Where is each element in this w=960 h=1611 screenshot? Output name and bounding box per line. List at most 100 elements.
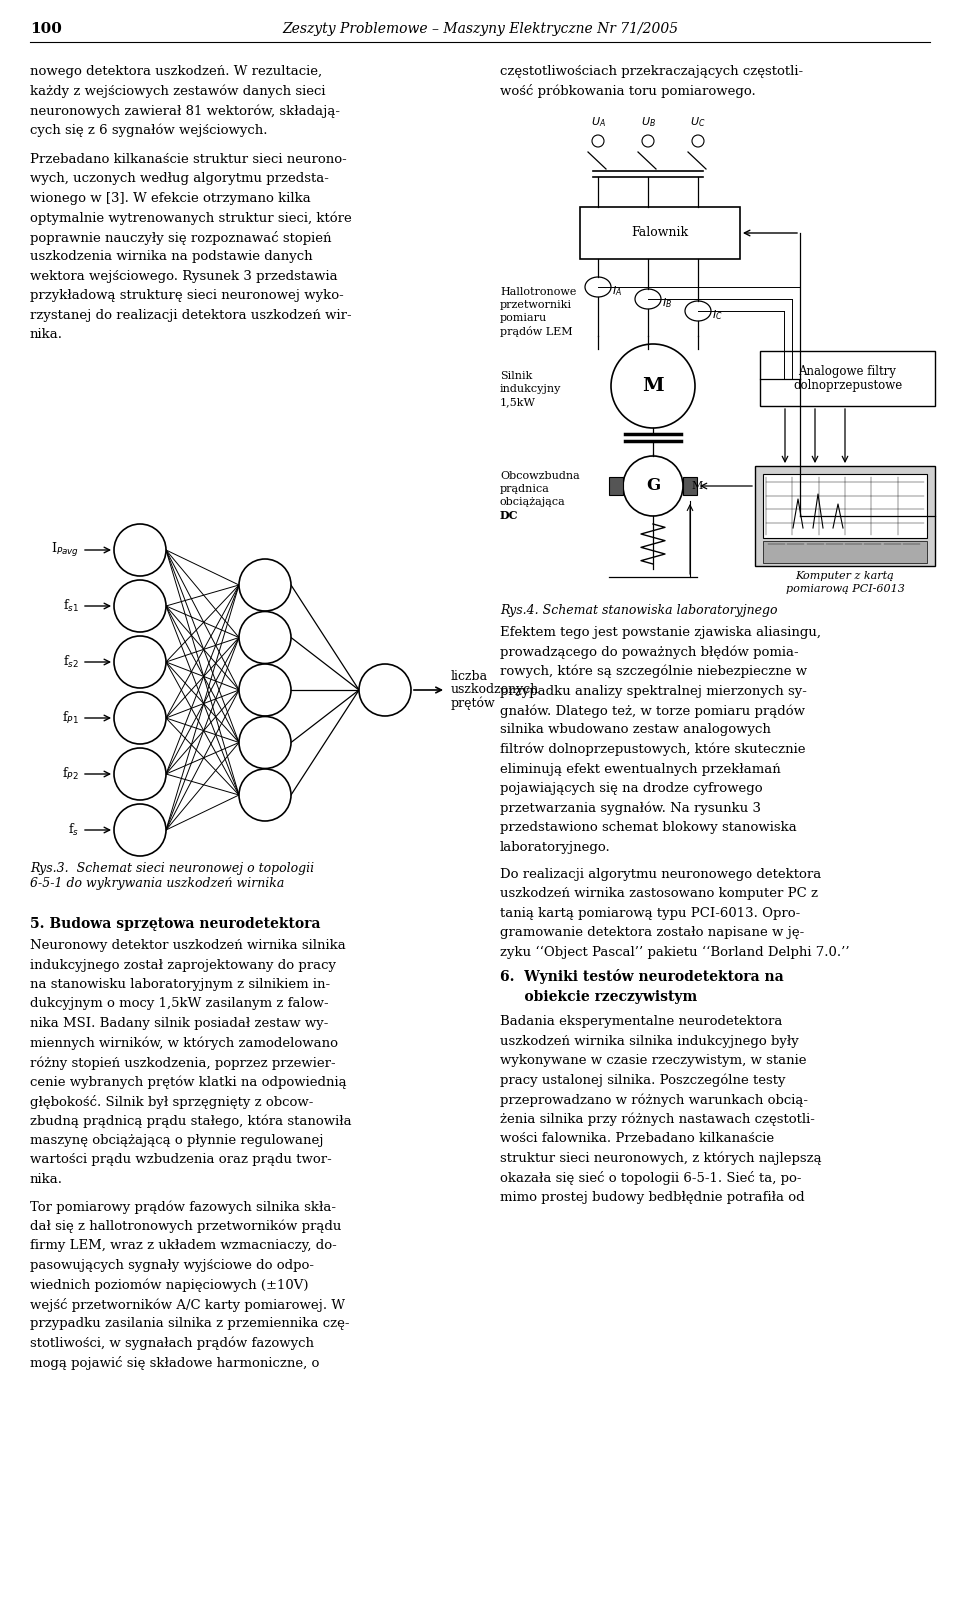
Text: neuronowych zawierał 81 wektorów, składają-: neuronowych zawierał 81 wektorów, składa… xyxy=(30,105,340,118)
Text: głębokość. Silnik był sprzęgnięty z obcow-: głębokość. Silnik był sprzęgnięty z obco… xyxy=(30,1095,313,1108)
Bar xyxy=(763,474,927,538)
Text: Hallotronowe: Hallotronowe xyxy=(500,287,576,296)
Text: mogą pojawić się składowe harmoniczne, o: mogą pojawić się składowe harmoniczne, o xyxy=(30,1356,320,1371)
Text: Badania eksperymentalne neurodetektora: Badania eksperymentalne neurodetektora xyxy=(500,1015,782,1028)
Text: wych, uczonych według algorytmu przedsta-: wych, uczonych według algorytmu przedsta… xyxy=(30,172,329,185)
Text: Efektem tego jest powstanie zjawiska aliasingu,: Efektem tego jest powstanie zjawiska ali… xyxy=(500,627,821,640)
Text: pomiarową PCI-6013: pomiarową PCI-6013 xyxy=(785,585,904,594)
Text: M: M xyxy=(691,482,703,491)
Text: stotliwości, w sygnałach prądów fazowych: stotliwości, w sygnałach prądów fazowych xyxy=(30,1337,314,1350)
Text: M: M xyxy=(642,377,663,395)
Circle shape xyxy=(239,664,291,715)
Text: uszkodzeń wirnika zastosowano komputer PC z: uszkodzeń wirnika zastosowano komputer P… xyxy=(500,888,818,901)
Text: obciążająca: obciążająca xyxy=(500,498,565,507)
Text: przetworniki: przetworniki xyxy=(500,300,572,309)
Text: nika MSI. Badany silnik posiadał zestaw wy-: nika MSI. Badany silnik posiadał zestaw … xyxy=(30,1017,328,1029)
Text: poprawnie nauczyły się rozpoznawać stopień: poprawnie nauczyły się rozpoznawać stopi… xyxy=(30,230,331,245)
Text: $U_B$: $U_B$ xyxy=(640,116,656,129)
Text: Obcowzbudna: Obcowzbudna xyxy=(500,470,580,482)
Text: DC: DC xyxy=(500,511,518,520)
Text: przykładową strukturę sieci neuronowej wyko-: przykładową strukturę sieci neuronowej w… xyxy=(30,290,344,303)
Text: prądnica: prądnica xyxy=(500,483,550,495)
Text: maszynę obciążającą o płynnie regulowanej: maszynę obciążającą o płynnie regulowane… xyxy=(30,1134,324,1147)
Text: okazała się sieć o topologii 6-5-1. Sieć ta, po-: okazała się sieć o topologii 6-5-1. Sieć… xyxy=(500,1171,802,1186)
Text: wartości prądu wzbudzenia oraz prądu twor-: wartości prądu wzbudzenia oraz prądu two… xyxy=(30,1153,332,1166)
Circle shape xyxy=(114,580,166,632)
Text: 100: 100 xyxy=(30,23,61,35)
Text: $U_A$: $U_A$ xyxy=(590,116,606,129)
Ellipse shape xyxy=(685,301,711,321)
Text: nika.: nika. xyxy=(30,329,63,342)
Text: różny stopień uszkodzenia, poprzez przewier-: różny stopień uszkodzenia, poprzez przew… xyxy=(30,1055,336,1070)
Text: $I_A$: $I_A$ xyxy=(612,284,622,298)
Text: Przebadano kilkanaście struktur sieci neurono-: Przebadano kilkanaście struktur sieci ne… xyxy=(30,153,347,166)
Ellipse shape xyxy=(585,277,611,296)
Text: 1,5kW: 1,5kW xyxy=(500,396,536,408)
Text: Rys.4. Schemat stanowiska laboratoryjnego: Rys.4. Schemat stanowiska laboratoryjneg… xyxy=(500,604,778,617)
Text: I$_{Pavg}$: I$_{Pavg}$ xyxy=(51,541,79,559)
Text: laboratoryjnego.: laboratoryjnego. xyxy=(500,841,611,854)
Text: gnałów. Dlatego też, w torze pomiaru prądów: gnałów. Dlatego też, w torze pomiaru prą… xyxy=(500,704,805,717)
Circle shape xyxy=(114,524,166,577)
Text: Komputer z kartą: Komputer z kartą xyxy=(796,570,895,582)
Circle shape xyxy=(114,804,166,855)
Ellipse shape xyxy=(635,288,661,309)
Text: $I_C$: $I_C$ xyxy=(712,308,723,322)
Text: eliminują efekt ewentualnych przekłamań: eliminują efekt ewentualnych przekłamań xyxy=(500,762,780,775)
Circle shape xyxy=(611,345,695,429)
Circle shape xyxy=(359,664,411,715)
Text: miennych wirników, w których zamodelowano: miennych wirników, w których zamodelowan… xyxy=(30,1036,338,1050)
Text: indukcyjny: indukcyjny xyxy=(500,383,562,395)
Circle shape xyxy=(239,559,291,611)
Text: filtrów dolnoprzepustowych, które skutecznie: filtrów dolnoprzepustowych, które skutec… xyxy=(500,743,805,757)
Text: wionego w [3]. W efekcie otrzymano kilka: wionego w [3]. W efekcie otrzymano kilka xyxy=(30,192,311,205)
Text: uszkodzenia wirnika na podstawie danych: uszkodzenia wirnika na podstawie danych xyxy=(30,250,313,263)
Text: dukcyjnym o mocy 1,5kW zasilanym z falow-: dukcyjnym o mocy 1,5kW zasilanym z falow… xyxy=(30,997,328,1010)
Text: pomiaru: pomiaru xyxy=(500,313,547,322)
Text: wości falownika. Przebadano kilkanaście: wości falownika. Przebadano kilkanaście xyxy=(500,1133,774,1145)
Text: f$_{P2}$: f$_{P2}$ xyxy=(62,765,79,781)
Text: wejść przetworników A/C karty pomiarowej. W: wejść przetworników A/C karty pomiarowej… xyxy=(30,1298,345,1311)
Text: prętów: prętów xyxy=(451,696,495,709)
Text: 5. Budowa sprzętowa neurodetektora: 5. Budowa sprzętowa neurodetektora xyxy=(30,917,321,931)
Text: Do realizacji algorytmu neuronowego detektora: Do realizacji algorytmu neuronowego dete… xyxy=(500,868,821,881)
Text: gramowanie detektora zostało napisane w ję-: gramowanie detektora zostało napisane w … xyxy=(500,926,804,939)
Text: f$_s$: f$_s$ xyxy=(68,822,79,838)
Text: Zeszyty Problemowe – Maszyny Elektryczne Nr 71/2005: Zeszyty Problemowe – Maszyny Elektryczne… xyxy=(282,23,678,35)
Text: wość próbkowania toru pomiarowego.: wość próbkowania toru pomiarowego. xyxy=(500,84,756,98)
Text: cych się z 6 sygnałów wejściowych.: cych się z 6 sygnałów wejściowych. xyxy=(30,124,268,137)
Circle shape xyxy=(623,456,683,516)
Text: Silnik: Silnik xyxy=(500,371,533,380)
Text: każdy z wejściowych zestawów danych sieci: każdy z wejściowych zestawów danych siec… xyxy=(30,84,325,98)
Text: zbudną prądnicą prądu stałego, która stanowiła: zbudną prądnicą prądu stałego, która sta… xyxy=(30,1115,351,1128)
Text: Tor pomiarowy prądów fazowych silnika skła-: Tor pomiarowy prądów fazowych silnika sk… xyxy=(30,1200,336,1213)
Text: pracy ustalonej silnika. Poszczególne testy: pracy ustalonej silnika. Poszczególne te… xyxy=(500,1073,785,1087)
Text: wiednich poziomów napięciowych (±10V): wiednich poziomów napięciowych (±10V) xyxy=(30,1278,308,1292)
Text: silnika wbudowano zestaw analogowych: silnika wbudowano zestaw analogowych xyxy=(500,723,771,736)
Text: tanią kartą pomiarową typu PCI-6013. Opro-: tanią kartą pomiarową typu PCI-6013. Opr… xyxy=(500,907,801,920)
Text: prowadzącego do poważnych błędów pomia-: prowadzącego do poważnych błędów pomia- xyxy=(500,646,799,659)
Text: uszkodzonych: uszkodzonych xyxy=(451,683,540,696)
Text: prądów LEM: prądów LEM xyxy=(500,325,572,337)
Text: przypadku zasilania silnika z przemiennika czę-: przypadku zasilania silnika z przemienni… xyxy=(30,1318,349,1331)
Text: firmy LEM, wraz z układem wzmacniaczy, do-: firmy LEM, wraz z układem wzmacniaczy, d… xyxy=(30,1239,337,1252)
Bar xyxy=(760,351,935,406)
Text: wykonywane w czasie rzeczywistym, w stanie: wykonywane w czasie rzeczywistym, w stan… xyxy=(500,1054,806,1066)
Text: f$_{s2}$: f$_{s2}$ xyxy=(63,654,79,670)
Text: 6.  Wyniki testów neurodetektora na: 6. Wyniki testów neurodetektora na xyxy=(500,970,783,984)
Text: optymalnie wytrenowanych struktur sieci, które: optymalnie wytrenowanych struktur sieci,… xyxy=(30,211,351,226)
Text: rzystanej do realizacji detektora uszkodzeń wir-: rzystanej do realizacji detektora uszkod… xyxy=(30,309,351,322)
Circle shape xyxy=(239,717,291,768)
Text: f$_{s1}$: f$_{s1}$ xyxy=(63,598,79,614)
Text: dolnoprzepustowe: dolnoprzepustowe xyxy=(793,379,902,391)
Circle shape xyxy=(239,612,291,664)
Circle shape xyxy=(114,748,166,801)
Text: przypadku analizy spektralnej mierzonych sy-: przypadku analizy spektralnej mierzonych… xyxy=(500,685,806,698)
Text: przetwarzania sygnałów. Na rysunku 3: przetwarzania sygnałów. Na rysunku 3 xyxy=(500,802,761,815)
Text: na stanowisku laboratoryjnym z silnikiem in-: na stanowisku laboratoryjnym z silnikiem… xyxy=(30,978,330,991)
Text: $I_B$: $I_B$ xyxy=(662,296,672,309)
Text: nowego detektora uszkodzeń. W rezultacie,: nowego detektora uszkodzeń. W rezultacie… xyxy=(30,64,323,77)
Text: częstotliwościach przekraczających częstotli-: częstotliwościach przekraczających częst… xyxy=(500,64,804,77)
Text: Neuronowy detektor uszkodzeń wirnika silnika: Neuronowy detektor uszkodzeń wirnika sil… xyxy=(30,939,346,952)
Text: przedstawiono schemat blokowy stanowiska: przedstawiono schemat blokowy stanowiska xyxy=(500,822,797,834)
